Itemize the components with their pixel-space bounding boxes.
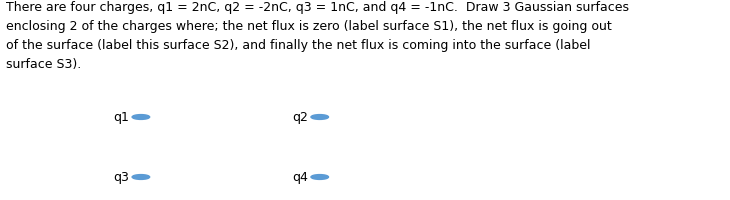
Text: q2: q2 bbox=[292, 110, 308, 123]
Text: q3: q3 bbox=[113, 170, 129, 184]
Text: q4: q4 bbox=[292, 170, 308, 184]
Text: q1: q1 bbox=[113, 110, 129, 123]
Text: There are four charges, q1 = 2nC, q2 = -2nC, q3 = 1nC, and q4 = -1nC.  Draw 3 Ga: There are four charges, q1 = 2nC, q2 = -… bbox=[6, 1, 629, 71]
